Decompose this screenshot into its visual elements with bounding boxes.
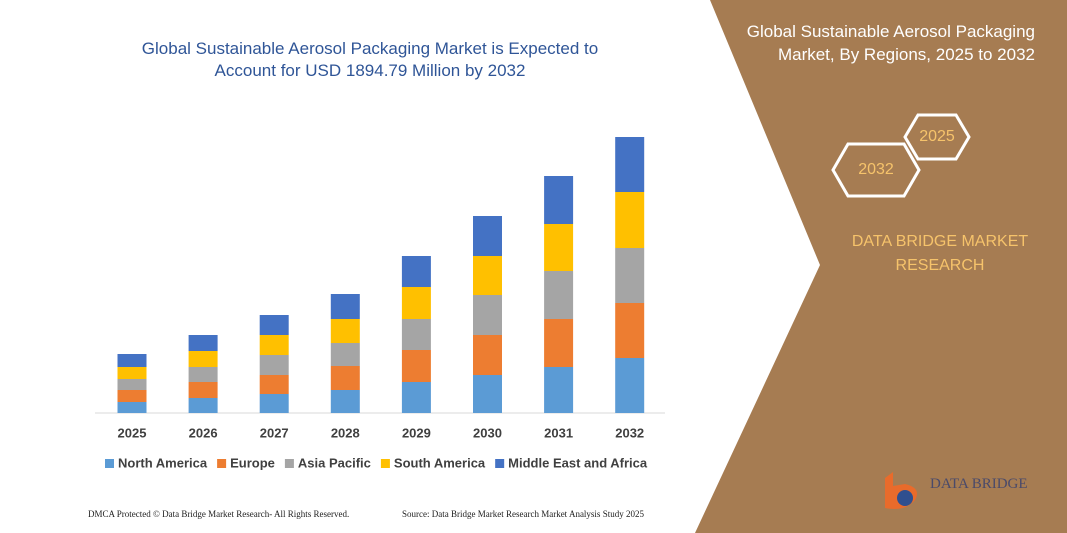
bar-segment <box>615 137 645 192</box>
bar-segment <box>401 319 431 350</box>
legend-label: Middle East and Africa <box>508 455 648 470</box>
bar-segment <box>259 335 289 355</box>
footer-right: Source: Data Bridge Market Research Mark… <box>402 509 644 519</box>
bar-segment <box>401 287 431 319</box>
hexagon <box>903 113 971 161</box>
footer-left: DMCA Protected © Data Bridge Market Rese… <box>88 509 350 519</box>
bar-segment <box>188 382 218 398</box>
bar-segment <box>544 367 574 413</box>
bar-segment <box>544 176 574 224</box>
legend-swatch <box>380 459 390 468</box>
bar-segment <box>259 394 289 413</box>
bar-segment <box>473 256 502 295</box>
bar-segment <box>330 294 360 319</box>
bar-segment <box>615 248 645 303</box>
bar-segment <box>259 355 289 375</box>
brand: DATA BRIDGE MARKET RESEARCH <box>851 233 1029 274</box>
x-tick-label: 2028 <box>331 425 360 440</box>
bar-segment <box>330 343 360 366</box>
bar-segment <box>473 375 502 413</box>
bar-segment <box>473 295 502 335</box>
x-tick-label: 2027 <box>260 425 289 440</box>
x-tick-label: 2031 <box>544 425 573 440</box>
bar-segment <box>188 351 218 367</box>
bar-segment <box>330 390 360 413</box>
legend-label: North America <box>118 455 208 470</box>
bar-segment <box>117 379 147 390</box>
bar-segment <box>117 390 147 402</box>
bar-segment <box>188 367 218 382</box>
legend-swatch <box>495 459 505 468</box>
bar-segment <box>401 382 431 413</box>
bar-segment <box>615 192 645 248</box>
bar-segment <box>117 367 147 379</box>
x-tick-label: 2032 <box>615 425 644 440</box>
bar-segment <box>401 350 431 382</box>
legend-swatch <box>105 459 114 468</box>
bar-segment <box>117 354 147 367</box>
bar-segment <box>330 366 360 390</box>
side-title: Global Sustainable Aerosol Packaging Mar… <box>746 22 1035 64</box>
legend-label: Europe <box>230 455 275 470</box>
legend-swatch <box>284 459 294 468</box>
x-tick-label: 2029 <box>402 425 431 440</box>
side-panel-bg <box>695 0 1067 533</box>
bar-segment <box>117 402 147 413</box>
x-tick-label: 2030 <box>473 425 502 440</box>
bar-segment <box>473 216 502 256</box>
logo-icon <box>897 490 913 506</box>
bar-segment <box>330 319 360 343</box>
bar-segment <box>401 256 431 287</box>
x-tick-label: 2025 <box>118 425 147 440</box>
bar-segment <box>544 271 574 319</box>
chart-title: Global Sustainable Aerosol Packaging Mar… <box>141 39 599 80</box>
bar-segment <box>473 335 502 375</box>
logo-text: DATA BRIDGE <box>930 476 1028 492</box>
bar-segment <box>544 319 574 367</box>
bar-segment <box>188 335 218 351</box>
hex-label: 2025 <box>919 128 955 145</box>
hexagon <box>831 142 921 198</box>
bar-segment <box>544 224 574 271</box>
x-tick-label: 2026 <box>189 425 218 440</box>
bar-segment <box>259 375 289 394</box>
bar-segment <box>615 303 645 358</box>
legend-label: South America <box>394 455 486 470</box>
bar-segment <box>615 358 645 413</box>
hex-label: 2032 <box>858 161 894 178</box>
legend-label: Asia Pacific <box>298 455 371 470</box>
bar-segment <box>188 398 218 413</box>
bar-segment <box>259 315 289 335</box>
legend-swatch <box>217 459 227 468</box>
